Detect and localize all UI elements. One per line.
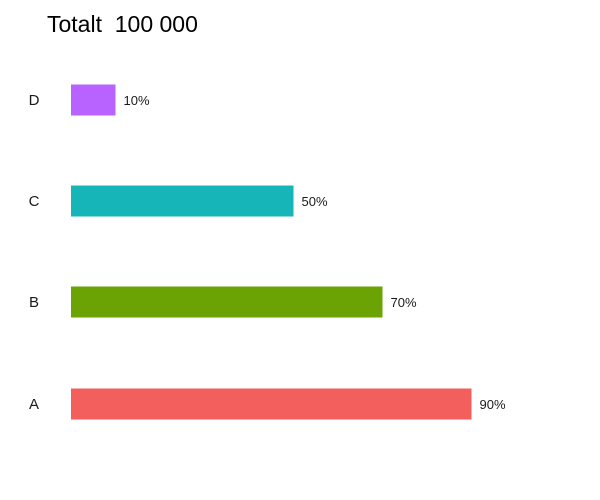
category-label-c: C bbox=[29, 193, 40, 210]
chart-title: Totalt 100 000 bbox=[47, 11, 198, 37]
bar-a bbox=[71, 388, 472, 420]
bar-c bbox=[71, 185, 294, 217]
bar-b bbox=[71, 286, 383, 318]
value-label-c: 50% bbox=[302, 194, 328, 209]
value-label-d: 10% bbox=[124, 93, 150, 108]
value-label-b: 70% bbox=[391, 295, 417, 310]
bar-d bbox=[71, 84, 116, 116]
category-label-a: A bbox=[29, 396, 39, 413]
category-label-d: D bbox=[29, 92, 40, 109]
category-label-b: B bbox=[29, 294, 39, 311]
value-label-a: 90% bbox=[480, 397, 506, 412]
